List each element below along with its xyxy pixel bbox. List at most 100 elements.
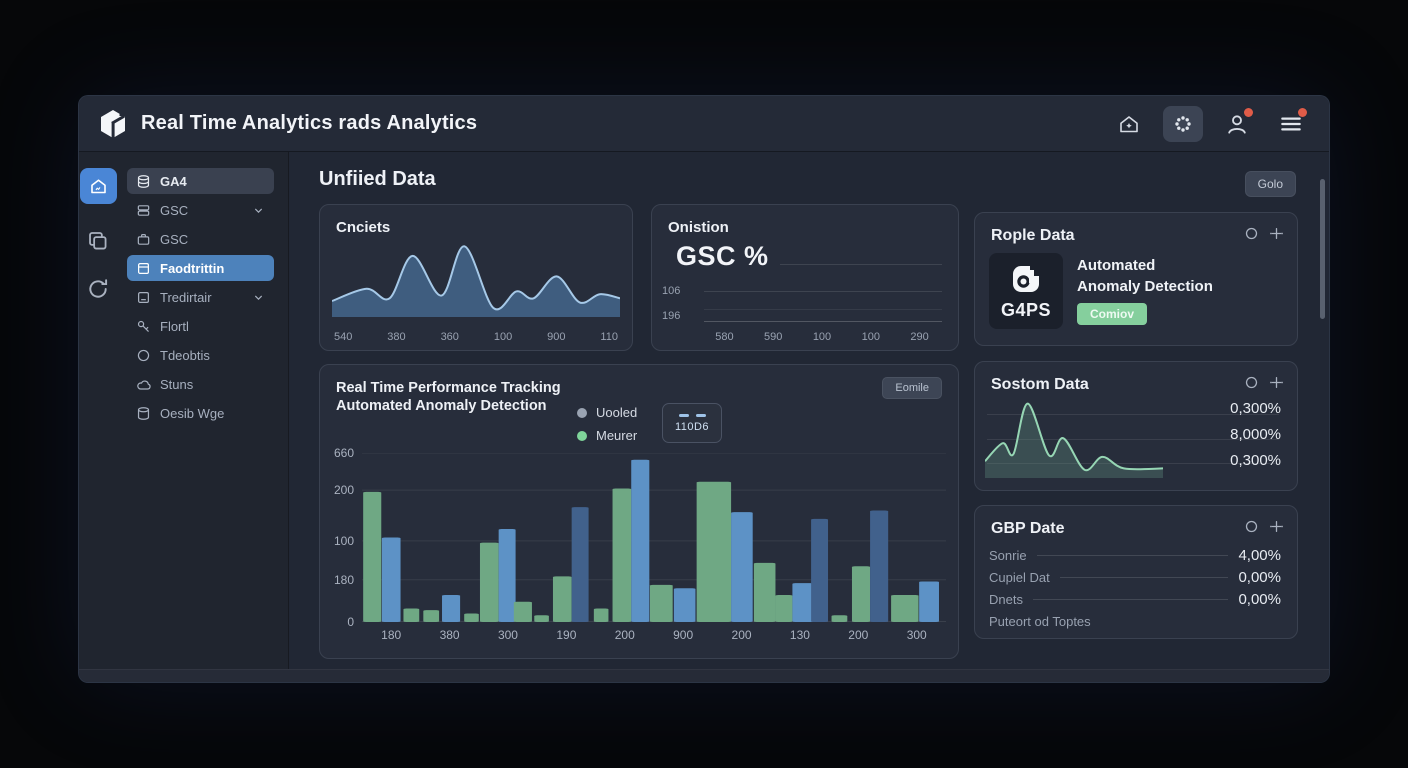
circle-icon[interactable] — [1245, 376, 1258, 389]
x-tick-label: 290 — [910, 331, 929, 343]
user-icon[interactable] — [1217, 106, 1257, 142]
card-header-icons — [1245, 376, 1283, 389]
sidebar-item-faodtrittin[interactable]: Faodtrittin — [127, 255, 274, 281]
x-tick-label: 180 — [381, 628, 402, 642]
sidebar-item-tredirtair[interactable]: Tredirtair — [127, 284, 274, 310]
legend-item-uooled[interactable]: Uooled — [577, 405, 637, 420]
sidebar-item-label: Faodtrittin — [160, 260, 225, 276]
sidebar: GA4 GSC GSC Faodtrittin Tredirtai — [79, 152, 289, 669]
app-logo-icon — [101, 108, 127, 138]
x-axis-labels: 180 380 300 190 200 900 200 130 200 300 — [362, 628, 946, 642]
metric-label: Dnets — [989, 591, 1023, 607]
circle-icon[interactable] — [1245, 227, 1258, 240]
metric-value: 8,000% — [1230, 426, 1281, 443]
metric-rows: Sonrie 4,00% Cupiel Dat 0,00% Dnets 0,00… — [989, 546, 1281, 629]
chart-title: Real Time Performance Tracking Automated… — [336, 379, 942, 415]
x-tick-label: 200 — [731, 628, 752, 642]
chart-title-line1: Real Time Performance Tracking — [336, 380, 561, 396]
y-tick-label: 180 — [333, 572, 354, 587]
metric-row: Cupiel Dat 0,00% — [989, 569, 1281, 586]
sidebar-item-label: Tdeobtis — [160, 347, 210, 363]
y-tick-label: 196 — [662, 310, 681, 322]
sidebar-item-ga4[interactable]: GA4 — [127, 168, 274, 194]
metric-values: 0,300% 8,000% 0,300% — [1230, 400, 1281, 469]
bar-chart — [362, 453, 946, 622]
window-footer — [79, 669, 1329, 682]
sidebar-item-label: Flortl — [160, 318, 189, 334]
x-tick-label: 900 — [673, 628, 694, 642]
app-window: Real Time Analytics rads Analytics — [78, 95, 1330, 683]
sidebar-item-oesib-wge[interactable]: Oesib Wge — [127, 400, 274, 426]
metric-value: 0,300% — [1230, 452, 1281, 469]
sidebar-item-stuns[interactable]: Stuns — [127, 371, 274, 397]
legend-dot — [577, 430, 587, 441]
y-tick-label: 100 — [333, 533, 354, 548]
settings-icon[interactable] — [1163, 105, 1203, 142]
leader-line — [1036, 554, 1229, 556]
card-cnciets: Cnciets 540 380 360 100 900 110 — [319, 204, 633, 351]
tile-label: G4PS — [1000, 300, 1052, 320]
metric-label: Cupiel Dat — [989, 569, 1050, 585]
sidebar-item-flortl[interactable]: Flortl — [127, 313, 274, 339]
sidebar-item-label: Oesib Wge — [160, 405, 225, 421]
g4ps-logo-icon — [1013, 266, 1039, 292]
x-tick-label: 300 — [497, 628, 518, 642]
move-icon[interactable] — [1270, 227, 1283, 240]
copy-icon[interactable] — [87, 230, 109, 252]
notification-badge — [1244, 107, 1253, 117]
gridline — [987, 414, 1279, 415]
home-icon[interactable] — [1109, 106, 1149, 142]
x-tick-label: 380 — [439, 628, 460, 642]
gridline — [987, 463, 1279, 464]
y-tick-label: 0 — [347, 615, 354, 629]
metric-value: 0,00% — [1238, 590, 1281, 608]
chart-legend: Uooled Meurer — [577, 405, 637, 443]
menu-icon[interactable] — [1271, 106, 1311, 142]
x-tick-label: 200 — [614, 628, 635, 642]
goto-button[interactable]: Golo — [1244, 171, 1296, 197]
scrollbar-thumb[interactable] — [1320, 179, 1325, 319]
x-tick-label: 110 — [600, 331, 618, 343]
app-header: Real Time Analytics rads Analytics — [79, 96, 1329, 152]
move-icon[interactable] — [1270, 520, 1283, 533]
comiov-button[interactable]: Comiov — [1077, 303, 1148, 325]
sidebar-icon-rail — [79, 168, 117, 300]
x-tick-label: 100 — [861, 331, 880, 343]
sidebar-item-tdeobtis[interactable]: Tdeobtis — [127, 342, 274, 368]
sidebar-item-gsc[interactable]: GSC — [127, 197, 274, 223]
metric-row: Sonrie 4,00% — [989, 546, 1281, 564]
gridline — [987, 439, 1279, 440]
refresh-icon[interactable] — [87, 278, 109, 300]
sidebar-item-label: GSC — [160, 231, 189, 247]
eomile-button[interactable]: Eomile — [882, 377, 942, 399]
sidebar-item-label: Stuns — [160, 376, 194, 392]
circle-icon[interactable] — [1245, 520, 1258, 533]
legend-box-label: 110D6 — [674, 420, 710, 433]
x-tick-label: 540 — [334, 331, 353, 343]
metric-label: Puteort od Toptes — [989, 613, 1091, 629]
gridline — [704, 309, 942, 310]
card-header-icons — [1245, 227, 1283, 240]
card-title: Sostom Data — [991, 376, 1089, 393]
x-tick-label: 360 — [440, 331, 459, 343]
metric-value: 4,00% — [1238, 546, 1281, 564]
card-header-icons — [1245, 520, 1283, 533]
x-axis-labels: 580 590 100 100 290 — [700, 331, 944, 343]
x-tick-label: 380 — [387, 331, 406, 343]
x-tick-label: 100 — [493, 331, 513, 343]
card-title: Onistion — [668, 219, 729, 236]
app-title: Real Time Analytics rads Analytics — [141, 112, 478, 134]
chevron-down-icon — [255, 208, 262, 213]
x-tick-label: 130 — [789, 628, 810, 642]
metric-value: 0,300% — [1230, 400, 1281, 417]
x-tick-label: 300 — [906, 628, 927, 642]
chevron-down-icon — [255, 295, 262, 300]
home-icon[interactable] — [79, 168, 117, 204]
legend-toggle-box[interactable]: 110D6 — [662, 403, 722, 443]
legend-item-meurer[interactable]: Meurer — [577, 428, 637, 443]
area-chart-cnciets — [332, 241, 620, 317]
x-tick-label: 190 — [556, 628, 577, 642]
gridline — [780, 264, 942, 265]
sidebar-item-gsc-2[interactable]: GSC — [127, 226, 274, 252]
move-icon[interactable] — [1270, 376, 1283, 389]
